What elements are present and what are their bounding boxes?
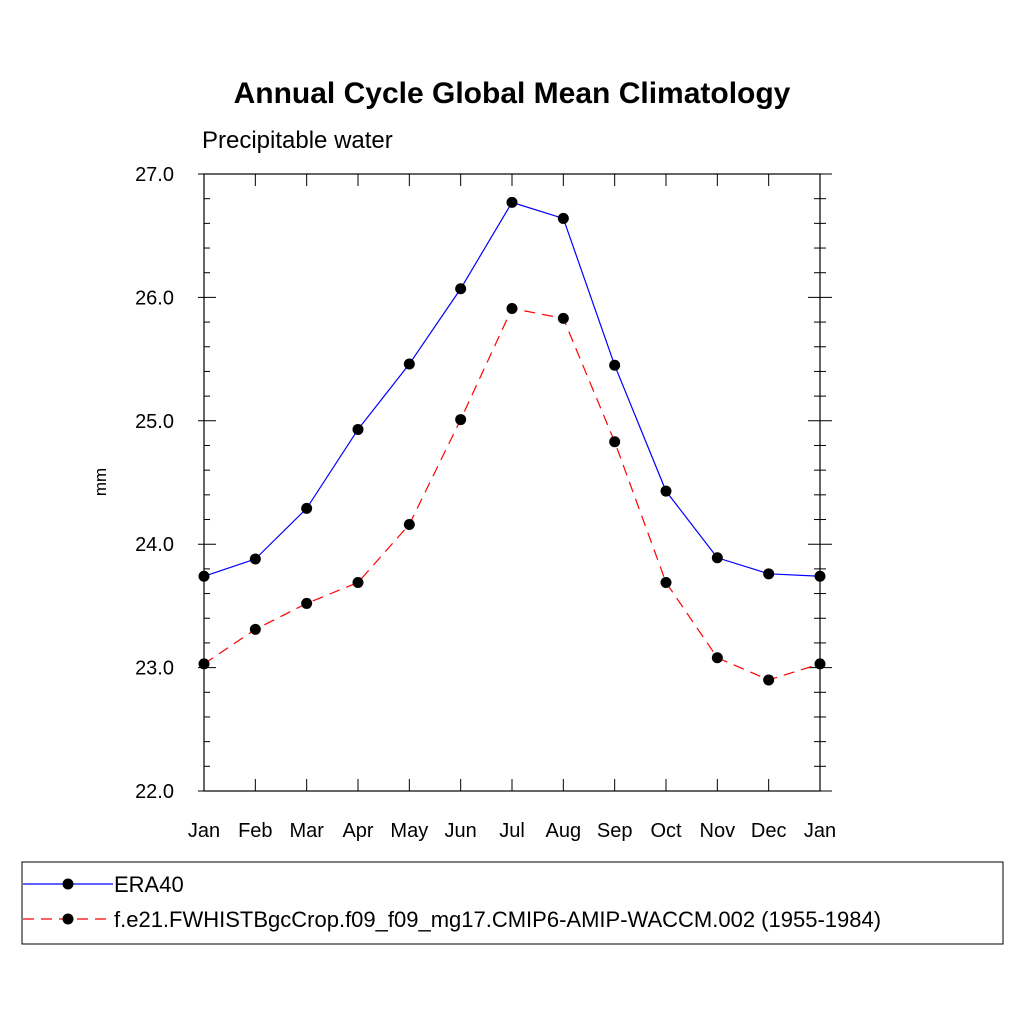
x-tick-label: Jan bbox=[804, 820, 836, 842]
y-tick-label: 22.0 bbox=[135, 781, 174, 803]
series-0-point bbox=[763, 568, 775, 580]
series-0-point bbox=[352, 423, 364, 435]
y-tick-labels: 22.0 23.0 24.0 25.0 26.0 27.0 bbox=[135, 164, 174, 803]
series-1-point bbox=[609, 436, 621, 448]
series-0-point bbox=[711, 552, 723, 564]
chart-subtitle: Precipitable water bbox=[202, 127, 393, 154]
series-1-point bbox=[301, 597, 313, 609]
y-tick-label: 23.0 bbox=[135, 658, 174, 680]
legend-label-model: f.e21.FWHISTBgcCrop.f09_f09_mg17.CMIP6-A… bbox=[114, 907, 881, 932]
legend: ERA40 f.e21.FWHISTBgcCrop.f09_f09_mg17.C… bbox=[21, 861, 1004, 945]
series-1-point bbox=[455, 414, 467, 426]
x-tick-label: Jun bbox=[445, 820, 477, 842]
series-0-point bbox=[301, 502, 313, 514]
axis-ticks bbox=[198, 173, 832, 792]
y-tick-label: 27.0 bbox=[135, 164, 174, 186]
y-tick-label: 25.0 bbox=[135, 411, 174, 433]
y-tick-label: 24.0 bbox=[135, 534, 174, 556]
series-0-point bbox=[403, 358, 415, 370]
series-1-point bbox=[249, 623, 261, 635]
series-0-point bbox=[249, 553, 261, 565]
y-axis-label: mm bbox=[91, 468, 110, 496]
x-tick-label: Aug bbox=[546, 820, 582, 842]
series-1-point bbox=[711, 652, 723, 664]
legend-box bbox=[21, 861, 1004, 945]
legend-marker-era40 bbox=[62, 878, 74, 890]
legend-marker-model bbox=[62, 913, 74, 925]
x-tick-label: Jul bbox=[499, 820, 525, 842]
x-tick-label: Nov bbox=[700, 820, 736, 842]
series-1-point bbox=[403, 518, 415, 530]
x-tick-labels: Jan Feb Mar Apr May Jun Jul Aug Sep Oct Nov Dec Jan bbox=[188, 820, 836, 842]
series-1-point bbox=[198, 658, 210, 670]
series-line-1 bbox=[203, 307, 821, 681]
x-tick-label: Feb bbox=[238, 820, 272, 842]
x-tick-label: Dec bbox=[751, 820, 787, 842]
series-group bbox=[198, 196, 826, 686]
series-line-0 bbox=[203, 201, 821, 577]
series-0-point bbox=[660, 485, 672, 497]
series-0-point bbox=[506, 196, 518, 208]
series-1-point bbox=[557, 312, 569, 324]
x-tick-label: Apr bbox=[342, 820, 373, 842]
x-tick-label: Jan bbox=[188, 820, 220, 842]
series-0-point bbox=[609, 359, 621, 371]
x-tick-label: Mar bbox=[289, 820, 324, 842]
plot-frame bbox=[203, 173, 821, 792]
chart-title: Annual Cycle Global Mean Climatology bbox=[234, 77, 791, 110]
x-tick-label: Sep bbox=[597, 820, 633, 842]
x-tick-label: May bbox=[390, 820, 428, 842]
series-1-point bbox=[763, 674, 775, 686]
legend-label-era40: ERA40 bbox=[114, 872, 184, 897]
series-0-point bbox=[814, 570, 826, 582]
series-1-point bbox=[506, 303, 518, 315]
series-1-point bbox=[814, 658, 826, 670]
series-0-point bbox=[557, 212, 569, 224]
series-0-point bbox=[198, 570, 210, 582]
series-1-point bbox=[352, 576, 364, 588]
x-tick-label: Oct bbox=[650, 820, 682, 842]
series-0-point bbox=[455, 283, 467, 295]
series-1-point bbox=[660, 576, 672, 588]
y-tick-label: 26.0 bbox=[135, 287, 174, 309]
